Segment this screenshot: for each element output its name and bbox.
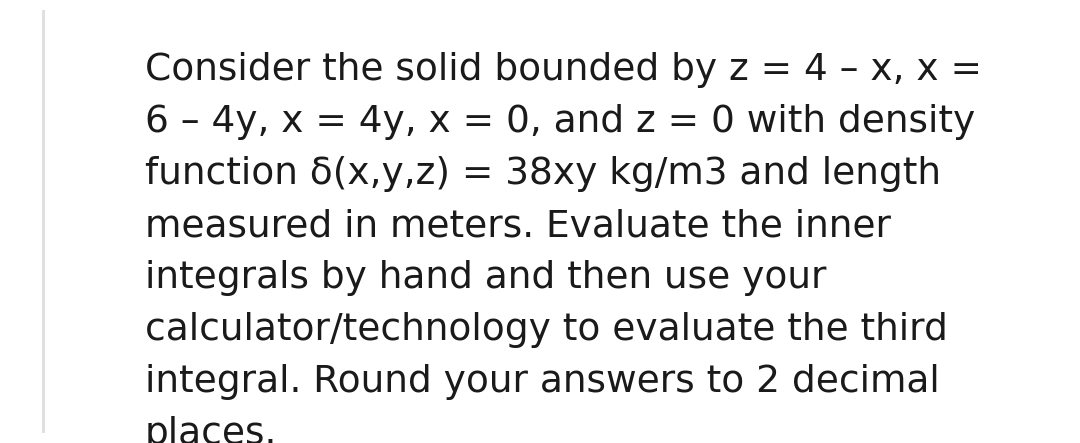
Text: integrals by hand and then use your: integrals by hand and then use your bbox=[145, 260, 826, 296]
Text: measured in meters. Evaluate the inner: measured in meters. Evaluate the inner bbox=[145, 208, 891, 244]
Text: function δ(x,y,z) = 38xy kg/m3 and length: function δ(x,y,z) = 38xy kg/m3 and lengt… bbox=[145, 156, 941, 192]
Text: 6 – 4y, x = 4y, x = 0, and z = 0 with density: 6 – 4y, x = 4y, x = 0, and z = 0 with de… bbox=[145, 104, 975, 140]
Text: integral. Round your answers to 2 decimal: integral. Round your answers to 2 decima… bbox=[145, 364, 940, 400]
Text: Consider the solid bounded by z = 4 – x, x =: Consider the solid bounded by z = 4 – x,… bbox=[145, 52, 982, 88]
Text: calculator/technology to evaluate the third: calculator/technology to evaluate the th… bbox=[145, 312, 948, 348]
Bar bbox=[42, 10, 45, 433]
Text: places.: places. bbox=[145, 416, 278, 443]
